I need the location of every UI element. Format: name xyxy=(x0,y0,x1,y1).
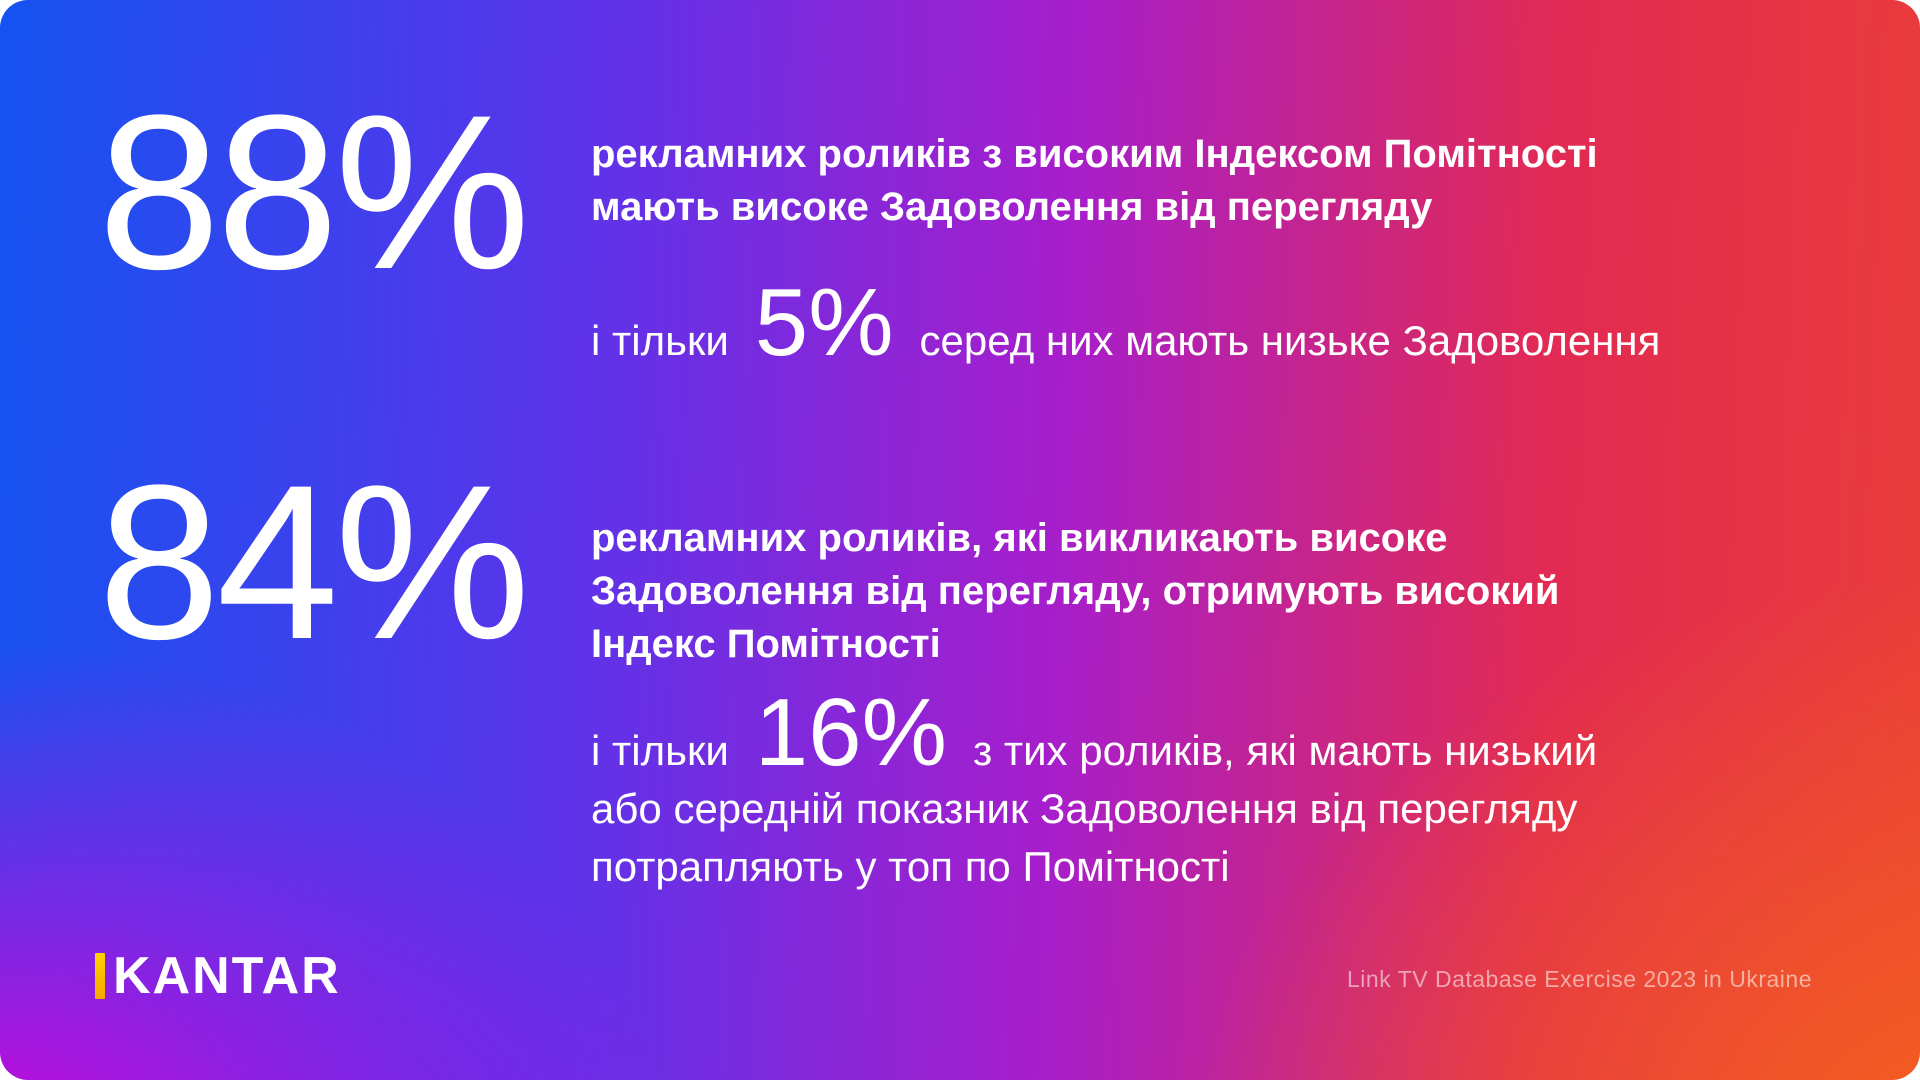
stat-2-detail: і тільки 16% з тих роликів, які мають низь… xyxy=(591,685,1841,896)
stat-2-detail-suffix: з тих роликів, які мають низький або сер… xyxy=(591,727,1598,890)
kantar-logo-accent-bar-icon xyxy=(95,953,105,999)
source-note: Link TV Database Exercise 2023 in Ukrain… xyxy=(1347,966,1812,992)
stat-1-detail-value: 5% xyxy=(754,269,894,376)
stat-1-headline: рекламних роликів з високим Індексом Пом… xyxy=(591,132,1598,229)
stat-1-detail: і тільки 5% серед них мають низьке Задовол… xyxy=(591,275,1841,371)
stat-2-detail-value: 16% xyxy=(754,679,947,786)
stat-2-detail-prefix: і тільки xyxy=(591,727,729,774)
stat-1-detail-prefix: і тільки xyxy=(591,317,729,364)
stat-1-detail-suffix: серед них мають низьке Задоволення xyxy=(919,317,1661,364)
stat-2-headline: рекламних роликів, які викликають високе… xyxy=(591,516,1560,666)
kantar-logo-text: KANTAR xyxy=(113,947,341,1005)
kantar-logo: KANTAR xyxy=(95,950,341,1002)
stat-2-value: 84% xyxy=(98,439,530,685)
stat-1-value: 88% xyxy=(98,69,530,315)
